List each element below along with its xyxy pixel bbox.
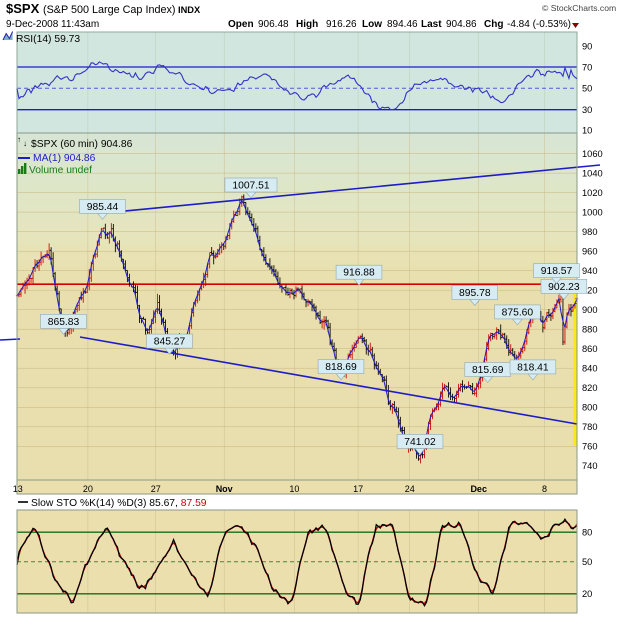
svg-text:815.69: 815.69 [472,365,504,376]
svg-text:$SPX (60 min) 904.86: $SPX (60 min) 904.86 [31,139,133,150]
svg-text:17: 17 [353,484,363,494]
svg-text:-4.84 (-0.53%): -4.84 (-0.53%) [507,19,571,30]
svg-text:70: 70 [582,63,592,73]
svg-text:Nov: Nov [216,484,233,494]
svg-text:1000: 1000 [582,208,603,218]
svg-text:50: 50 [582,84,592,94]
svg-text:Slow STO %K(14) %D(3) 85.67, 8: Slow STO %K(14) %D(3) 85.67, 87.59 [31,498,207,509]
svg-text:960: 960 [582,247,598,257]
svg-text:800: 800 [582,403,598,413]
svg-text:24: 24 [405,484,415,494]
svg-text:902.23: 902.23 [548,282,580,293]
svg-text:Open: Open [228,19,254,30]
svg-text:Last: Last [421,19,442,30]
svg-text:894.46: 894.46 [387,19,418,30]
svg-text:904.86: 904.86 [446,19,477,30]
svg-text:818.41: 818.41 [517,362,549,373]
svg-text:760: 760 [582,442,598,452]
svg-text:(S&P 500 Large Cap Index): (S&P 500 Large Cap Index) [43,4,175,16]
svg-text:8: 8 [542,484,547,494]
svg-text:Volume undef: Volume undef [29,165,92,176]
svg-text:9-Dec-2008 11:43am: 9-Dec-2008 11:43am [6,19,99,30]
svg-text:840: 840 [582,364,598,374]
svg-text:$SPX: $SPX [6,1,40,16]
svg-text:20: 20 [83,484,93,494]
svg-text:740: 740 [582,461,598,471]
svg-text:90: 90 [582,42,592,52]
svg-text:940: 940 [582,266,598,276]
svg-text:780: 780 [582,422,598,432]
svg-text:820: 820 [582,383,598,393]
svg-text:1020: 1020 [582,188,603,198]
svg-text:1040: 1040 [582,169,603,179]
svg-text:10: 10 [289,484,299,494]
svg-text:865.83: 865.83 [48,317,80,328]
svg-text:13: 13 [13,484,23,494]
svg-text:Low: Low [362,19,382,30]
svg-text:906.48: 906.48 [258,19,289,30]
svg-text:Dec: Dec [470,484,487,494]
svg-text:Chg: Chg [484,19,503,30]
svg-text:875.60: 875.60 [502,307,534,318]
svg-text:880: 880 [582,325,598,335]
svg-text:980: 980 [582,227,598,237]
svg-text:50: 50 [582,557,592,567]
svg-text:845.27: 845.27 [154,337,186,348]
svg-text:30: 30 [582,105,592,115]
svg-text:916.26: 916.26 [326,19,357,30]
svg-text:985.44: 985.44 [87,202,119,213]
svg-text:INDX: INDX [178,5,201,15]
svg-text:RSI(14) 59.73: RSI(14) 59.73 [16,34,80,45]
svg-text:860: 860 [582,344,598,354]
svg-text:10: 10 [582,126,592,136]
svg-text:1060: 1060 [582,149,603,159]
svg-text:916.88: 916.88 [343,268,375,279]
svg-text:900: 900 [582,305,598,315]
svg-text:High: High [296,19,318,30]
svg-text:20: 20 [582,589,592,599]
svg-text:918.57: 918.57 [541,266,573,277]
svg-text:741.02: 741.02 [404,437,436,448]
svg-text:80: 80 [582,528,592,538]
svg-text:27: 27 [151,484,161,494]
svg-text:895.78: 895.78 [459,288,491,299]
svg-text:1007.51: 1007.51 [232,181,269,192]
svg-text:818.69: 818.69 [325,362,357,373]
svg-text:↓: ↓ [23,139,27,148]
svg-text:↑: ↑ [17,135,21,144]
svg-text:© StockCharts.com: © StockCharts.com [542,3,616,13]
svg-text:MA(1) 904.86: MA(1) 904.86 [33,153,96,164]
